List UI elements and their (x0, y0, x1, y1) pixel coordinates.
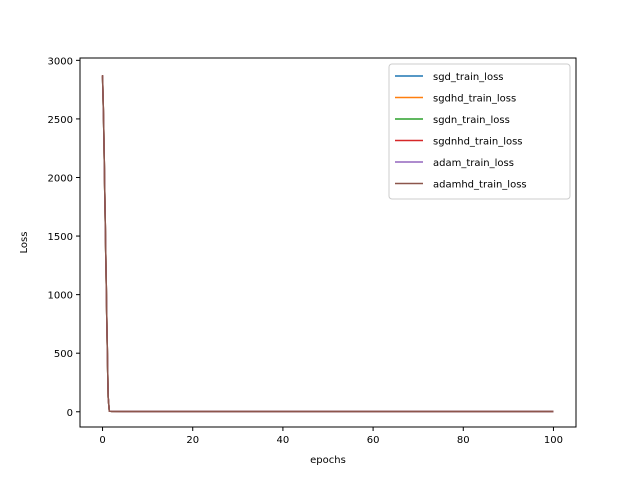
plot-frame (79, 57, 577, 428)
x-tick-label: 0 (99, 435, 105, 446)
x-tick-label: 100 (544, 435, 563, 446)
x-tick-label: 20 (186, 435, 199, 446)
y-tick-label: 2500 (48, 115, 73, 126)
y-tick-label: 3000 (48, 56, 73, 67)
series-layer (101, 74, 554, 413)
y-tick-label: 500 (54, 349, 73, 360)
legend-entry: sgdn_train_loss (433, 115, 510, 126)
y-axis-label: Loss (19, 232, 30, 254)
legend-box (388, 63, 571, 200)
y-tick-label: 1000 (48, 291, 73, 302)
legend-entry: sgdhd_train_loss (433, 94, 516, 105)
legend-entry: adamhd_train_loss (433, 180, 527, 191)
legend: sgd_train_loss sgdhd_train_loss sgdn_train… (388, 63, 571, 200)
x-tick-label: 80 (457, 435, 470, 446)
y-tick-label: 2000 (48, 173, 73, 184)
legend-entry: adam_train_loss (433, 158, 514, 169)
legend-entry: sgdnhd_train_loss (433, 137, 523, 148)
y-axis: 0 500 1000 1500 2000 2500 3000 (48, 56, 80, 419)
y-tick-label: 0 (67, 408, 73, 419)
x-axis: 0 20 40 60 80 100 (99, 427, 563, 446)
x-tick-label: 60 (367, 435, 380, 446)
legend-entry: sgd_train_loss (433, 72, 504, 83)
x-tick-label: 40 (277, 435, 290, 446)
y-tick-label: 1500 (48, 232, 73, 243)
x-axis-label: epochs (310, 455, 346, 466)
series-line-adamhd-train-loss (101, 74, 554, 413)
